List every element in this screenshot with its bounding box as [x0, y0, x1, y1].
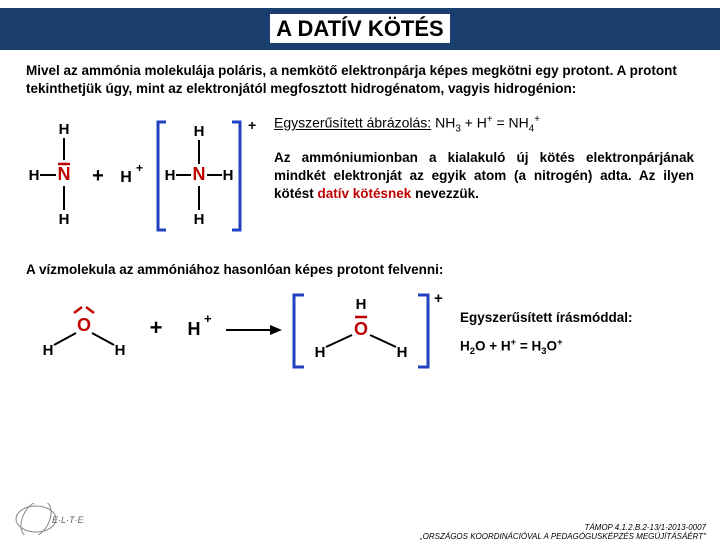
footer-line-2: „ORSZÁGOS KOORDINÁCIÓVAL A PEDAGÓGUSKÉPZ…	[420, 532, 706, 542]
simplified-equation-2: H2O + H+ = H3O+	[460, 337, 694, 357]
svg-text:+: +	[248, 117, 256, 133]
svg-text:H: H	[397, 344, 408, 361]
svg-text:H: H	[356, 296, 367, 313]
water-row: O H H + H + + O	[26, 285, 694, 380]
ammonia-diagram: N H H H + H + + N H	[26, 108, 256, 248]
dative-term: datív kötésnek	[318, 186, 412, 201]
footer: TÁMOP 4.1.2.B.2-13/1-2013-0007 „ORSZÁGOS…	[420, 523, 706, 542]
footer-line-1: TÁMOP 4.1.2.B.2-13/1-2013-0007	[420, 523, 706, 533]
intro-paragraph: Mivel az ammónia molekulája poláris, a n…	[26, 62, 694, 98]
svg-text:H: H	[223, 167, 234, 184]
water-diagram: O H H + H + + O	[26, 285, 446, 380]
svg-text:N: N	[193, 164, 206, 184]
svg-text:H: H	[194, 123, 205, 140]
simplified-equation-1: Egyszerűsített ábrázolás: NH3 + H+ = NH4…	[274, 114, 694, 134]
svg-text:H: H	[315, 344, 326, 361]
svg-text:+: +	[204, 311, 212, 326]
ammonia-row: N H H H + H + + N H	[26, 108, 694, 248]
svg-text:+: +	[434, 290, 443, 307]
simplified-label-2: Egyszerűsített írásmóddal:	[460, 309, 694, 327]
content-area: Mivel az ammónia molekulája poláris, a n…	[0, 50, 720, 380]
elte-logo: E·L·T·E	[14, 503, 84, 540]
ammonia-text: Egyszerűsített ábrázolás: NH3 + H+ = NH4…	[274, 108, 694, 248]
water-text: Egyszerűsített írásmóddal: H2O + H+ = H3…	[460, 309, 694, 357]
svg-text:O: O	[354, 319, 368, 339]
svg-text:H: H	[194, 211, 205, 228]
svg-text:H: H	[120, 169, 132, 186]
svg-text:+: +	[92, 165, 104, 187]
slide-title: A DATÍV KÖTÉS	[270, 14, 449, 43]
svg-text:+: +	[136, 161, 143, 175]
svg-text:H: H	[43, 342, 54, 359]
svg-text:H: H	[59, 211, 70, 228]
title-bar: A DATÍV KÖTÉS	[0, 8, 720, 50]
svg-text:H: H	[165, 167, 176, 184]
svg-text:H: H	[188, 319, 201, 339]
svg-text:H: H	[115, 342, 126, 359]
svg-text:E·L·T·E: E·L·T·E	[52, 515, 84, 525]
svg-text:N: N	[58, 164, 71, 184]
svg-text:+: +	[150, 315, 163, 340]
svg-text:H: H	[29, 167, 40, 184]
svg-text:O: O	[77, 315, 91, 335]
water-paragraph: A vízmolekula az ammóniához hasonlóan ké…	[26, 262, 694, 277]
svg-text:H: H	[59, 121, 70, 138]
dative-explanation: Az ammóniumionban a kialakuló új kötés e…	[274, 149, 694, 204]
